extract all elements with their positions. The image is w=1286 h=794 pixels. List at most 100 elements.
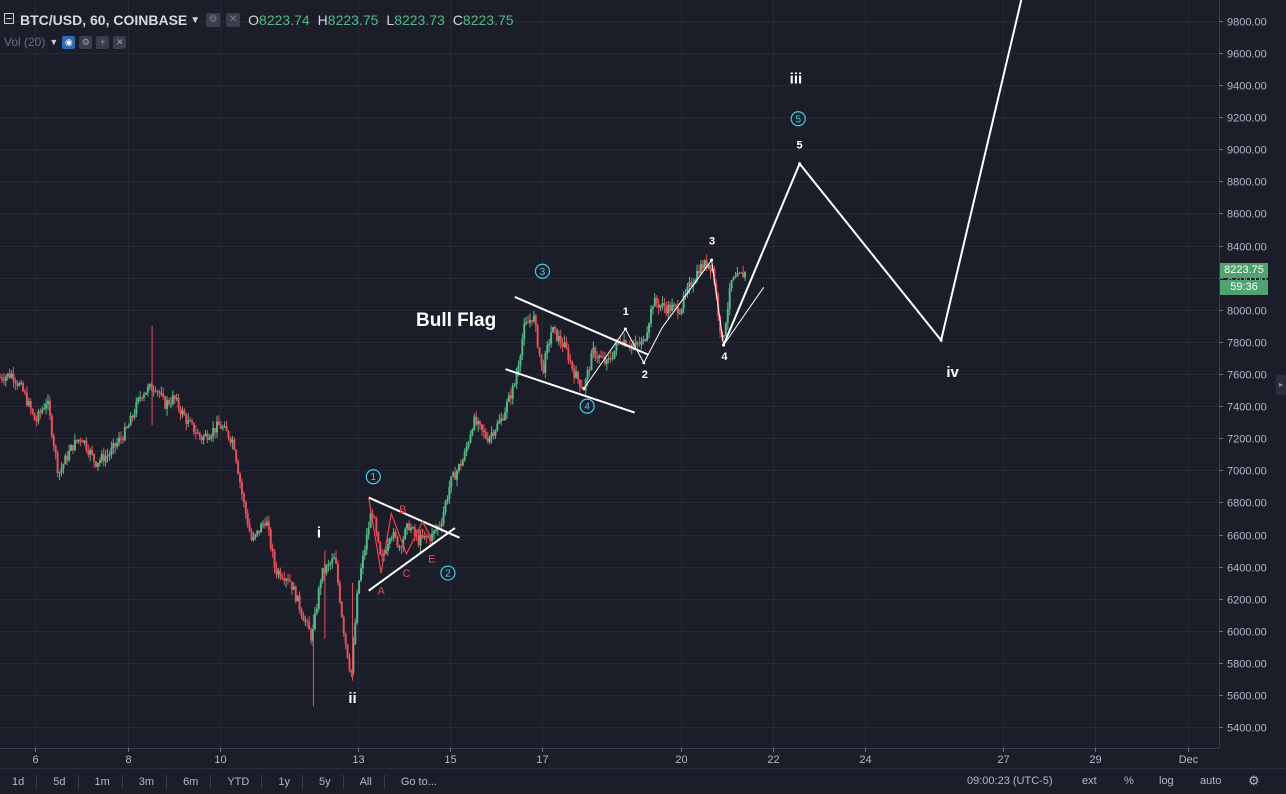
pivot-dot <box>798 162 802 166</box>
candle-body <box>496 423 499 431</box>
candle-body <box>738 273 741 275</box>
triangle-point-label: B <box>399 504 406 516</box>
timeframe-button[interactable]: 1y <box>278 775 290 788</box>
candle-body <box>173 395 176 399</box>
wave-circle-label: 5 <box>795 114 801 125</box>
candle-body <box>594 347 597 358</box>
candle-body <box>108 454 111 456</box>
candle-body <box>529 320 531 323</box>
timeframe-button[interactable]: 5y <box>318 775 331 788</box>
symbol-label[interactable]: BTC/USD, 60, COINBASE <box>20 12 188 28</box>
ext-toggle[interactable]: ext <box>1082 774 1097 787</box>
candle-body <box>112 443 115 449</box>
candle-body <box>300 609 303 616</box>
chevron-down-icon[interactable]: ▼ <box>190 14 201 26</box>
timeframe-button[interactable]: 1d <box>12 775 25 788</box>
triangle-point-label: E <box>428 554 435 566</box>
settings-icon[interactable]: ⚙ <box>206 13 221 27</box>
candle-body <box>135 401 138 415</box>
candle-body <box>48 400 51 416</box>
timeframe-button[interactable]: 5d <box>53 775 66 788</box>
candle-body <box>331 559 334 564</box>
volume-label[interactable]: Vol (20) <box>4 35 46 49</box>
candle-body <box>580 386 583 389</box>
log-toggle[interactable]: log <box>1159 774 1174 787</box>
auto-toggle[interactable]: auto <box>1200 774 1222 787</box>
candle-body <box>363 549 366 556</box>
candle-body <box>459 464 462 466</box>
candle-body <box>384 551 387 554</box>
chevron-right-icon[interactable]: ▸ <box>1276 375 1286 395</box>
candle-body <box>29 401 32 410</box>
candle-body <box>273 551 276 568</box>
candle-body <box>233 439 236 450</box>
candle-body <box>56 452 59 474</box>
timeframe-button[interactable]: YTD <box>227 775 250 788</box>
candle-body <box>613 350 616 359</box>
timeframe-button[interactable]: All <box>359 775 372 788</box>
candle-body <box>703 260 706 269</box>
price-axis[interactable]: 5400.00 5600.00 5800.00 6000.00 6200.00 6400.… <box>1219 0 1267 748</box>
candle-body <box>365 534 368 550</box>
close-icon[interactable]: ✕ <box>113 35 127 49</box>
candle-body <box>736 273 739 277</box>
candle-body <box>678 313 681 315</box>
candle-body <box>369 513 372 528</box>
candle-body <box>561 343 564 348</box>
high-value: 8223.75 <box>327 12 379 28</box>
candle-body <box>371 513 374 518</box>
add-icon[interactable]: + <box>96 35 110 49</box>
x-tick-label: 24 <box>859 754 871 766</box>
candle-body <box>118 437 121 443</box>
candle-body <box>43 408 46 410</box>
wave-circle-marker <box>579 398 595 414</box>
close-icon[interactable]: ✕ <box>226 13 241 27</box>
timeframe-button[interactable]: 1m <box>94 775 110 788</box>
x-tick-label: 15 <box>444 754 456 766</box>
x-tick-label: 22 <box>767 754 779 766</box>
candle-body <box>71 445 74 451</box>
wave-circle-marker <box>534 263 551 279</box>
goto-button[interactable]: Go to... <box>400 775 437 788</box>
candle-body <box>20 383 23 385</box>
candle-body <box>479 421 482 425</box>
candle-body <box>486 438 489 442</box>
candle-body <box>6 373 9 377</box>
candle-body <box>85 440 88 450</box>
candle-body <box>179 408 182 415</box>
candle-body <box>319 581 322 589</box>
y-tick-label: 6000.00 <box>1227 627 1267 639</box>
percent-toggle[interactable]: % <box>1124 774 1134 787</box>
candle-body <box>367 527 370 535</box>
candle-body <box>623 340 626 345</box>
time-axis[interactable]: 6 8 10 13 15 17 20 22 24 27 29 Dec <box>0 748 1219 766</box>
timeframe-button[interactable]: 3m <box>138 775 155 788</box>
candle-body <box>279 570 282 578</box>
candle-body <box>254 534 257 537</box>
candle-body <box>287 579 290 581</box>
gear-icon[interactable]: ⚙ <box>1248 773 1260 788</box>
y-tick-label: 5600.00 <box>1227 691 1267 703</box>
candle-body <box>571 361 574 369</box>
chevron-down-icon[interactable]: ▼ <box>49 37 59 47</box>
candle-body <box>598 355 601 358</box>
minor-wave-label: 4 <box>721 351 728 363</box>
candle-body <box>283 578 286 581</box>
candle-body <box>544 353 547 373</box>
candle-body <box>217 421 220 426</box>
chart-menu-icon[interactable] <box>4 13 14 24</box>
timeframe-button[interactable]: 6m <box>183 775 199 788</box>
candle-body <box>515 374 518 385</box>
candle-body <box>95 461 98 467</box>
low-label: L <box>386 12 395 28</box>
eye-icon[interactable]: ◉ <box>62 35 76 49</box>
settings-icon[interactable]: ⚙ <box>79 35 93 49</box>
x-tick-label: 27 <box>997 754 1009 766</box>
triangle-upper-line <box>368 496 460 539</box>
x-tick-label: Dec <box>1179 754 1199 766</box>
y-tick-label: 7600.00 <box>1227 370 1267 382</box>
candle-body <box>673 304 676 306</box>
candle-body <box>248 524 251 532</box>
candle-body <box>715 283 718 295</box>
